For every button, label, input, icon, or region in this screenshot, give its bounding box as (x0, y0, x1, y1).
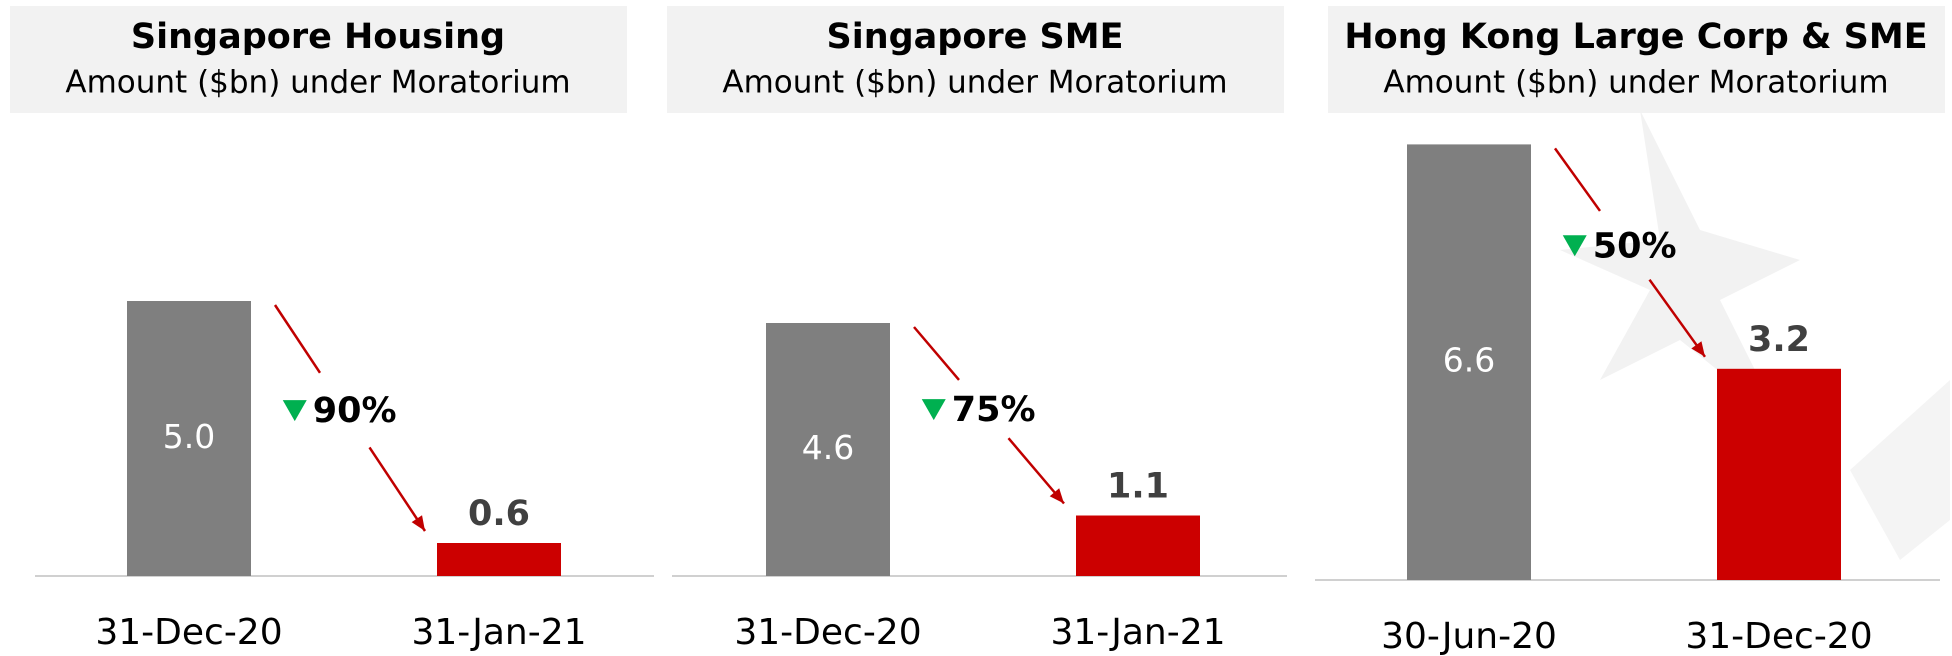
down-triangle (282, 400, 307, 422)
arrow-head (1691, 341, 1705, 357)
category-label: 31-Dec-20 (1685, 616, 1872, 656)
chart-subtitle: Amount ($bn) under Moratorium (65, 65, 570, 101)
category-label: 31-Jan-21 (1050, 612, 1225, 653)
category-label: 31-Dec-20 (95, 612, 282, 653)
down-triangle (1562, 235, 1587, 257)
value-label: 1.1 (1107, 467, 1169, 507)
chart-subtitle: Amount ($bn) under Moratorium (722, 65, 1227, 101)
chart-title: Singapore SME (826, 17, 1123, 57)
chart-subtitle: Amount ($bn) under Moratorium (1383, 65, 1888, 101)
value-label: 4.6 (802, 428, 854, 467)
bar (127, 301, 251, 576)
category-label: 30-Jun-20 (1381, 616, 1557, 656)
value-label: 0.6 (468, 494, 530, 534)
arrow-line (1648, 278, 1707, 358)
change-label: 50% (1593, 226, 1677, 266)
watermark (1560, 110, 1800, 420)
header-box (1328, 6, 1945, 113)
arrow-line (913, 326, 960, 381)
value-label: 5.0 (163, 417, 215, 456)
value-label: 6.6 (1443, 341, 1495, 380)
arrow-head (411, 515, 425, 531)
bar (1407, 144, 1531, 580)
header-box (10, 6, 627, 113)
arrow-line (1553, 147, 1602, 212)
watermark (1850, 380, 1950, 560)
bar (1076, 515, 1200, 576)
bar (437, 543, 561, 576)
category-label: 31-Jan-21 (411, 612, 586, 653)
bar (766, 323, 890, 576)
arrow-line (368, 446, 427, 532)
down-triangle (921, 399, 946, 421)
category-label: 31-Dec-20 (734, 612, 921, 653)
arrow-line (273, 304, 322, 374)
header-box (667, 6, 1284, 113)
change-label: 75% (952, 390, 1036, 430)
chart-title: Singapore Housing (131, 17, 505, 57)
bar (1717, 368, 1841, 580)
arrow-head (1049, 488, 1064, 504)
chart-title: Hong Kong Large Corp & SME (1344, 17, 1927, 57)
change-label: 90% (313, 391, 397, 431)
value-label: 3.2 (1748, 320, 1810, 360)
